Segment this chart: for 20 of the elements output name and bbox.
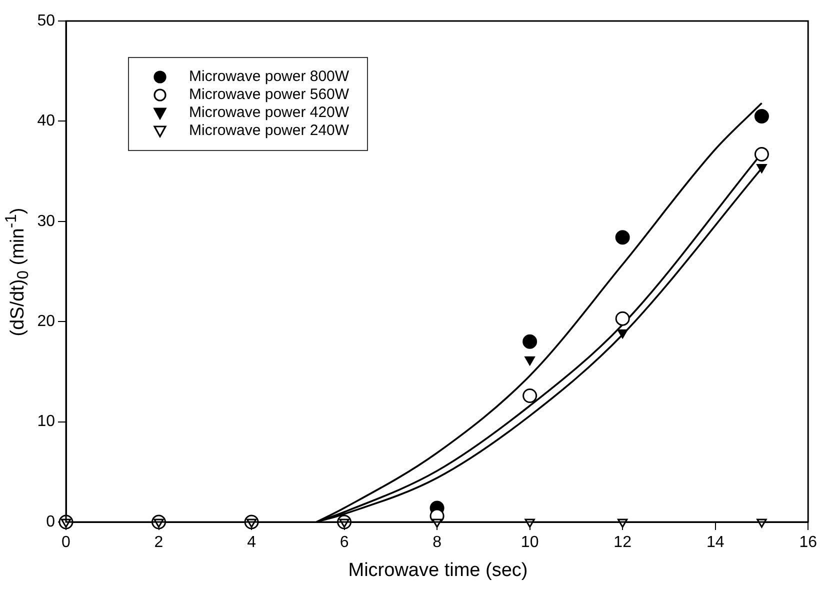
x-tick-label: 14 xyxy=(706,534,724,552)
y-tick-label: 50 xyxy=(37,12,56,30)
x-tick-label: 4 xyxy=(247,534,256,552)
x-tick-label: 0 xyxy=(62,534,71,552)
x-tick-label: 6 xyxy=(340,534,349,552)
x-tick-label: 10 xyxy=(520,534,539,552)
y-tick-label: 10 xyxy=(37,413,56,430)
x-axis-title: Microwave time (sec) xyxy=(347,560,529,582)
x-tick-label: 16 xyxy=(799,534,818,552)
legend-label: Microwave power 420W xyxy=(189,104,350,122)
x-tick-label: 8 xyxy=(432,534,442,552)
y-tick-label: 30 xyxy=(37,212,56,230)
y-tick-label: 0 xyxy=(46,513,56,530)
y-tick-label: 40 xyxy=(37,112,56,130)
x-tick-label: 2 xyxy=(154,534,164,552)
x-tick-label: 12 xyxy=(614,534,632,552)
y-tick-label: 20 xyxy=(37,313,56,330)
legend-label: Microwave power 560W xyxy=(189,86,350,104)
legend-label: Microwave power 240W xyxy=(189,122,350,140)
legend-label: Microwave power 800W xyxy=(189,68,350,86)
